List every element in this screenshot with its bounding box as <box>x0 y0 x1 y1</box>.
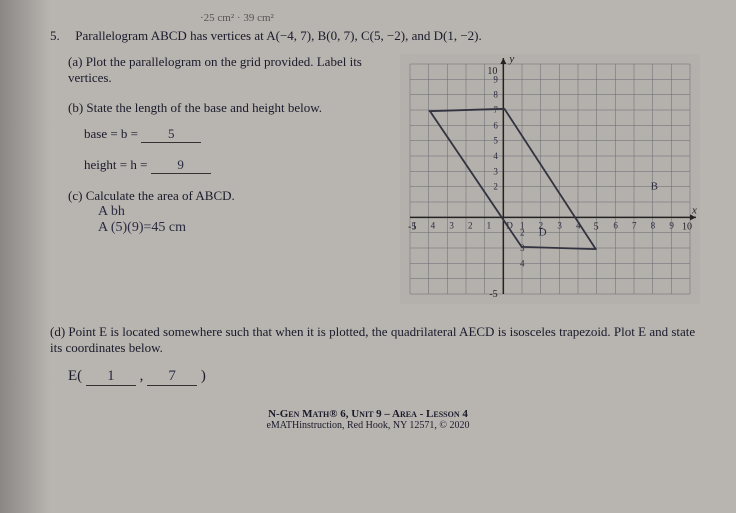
part-a-label: (a) <box>68 54 82 69</box>
svg-text:8: 8 <box>493 90 498 100</box>
svg-text:9: 9 <box>669 220 674 230</box>
faded-prior-text: ·25 cm² · 39 cm² <box>200 12 716 24</box>
coordinate-grid: yx10-5510-5987654321432112346789234DBD <box>400 54 700 304</box>
svg-text:10: 10 <box>682 221 692 232</box>
svg-text:5: 5 <box>493 136 498 146</box>
svg-text:3: 3 <box>493 166 498 176</box>
svg-text:3: 3 <box>449 220 454 230</box>
part-a-text: Plot the parallelogram on the grid provi… <box>68 54 362 85</box>
problem-text-prefix: Parallelogram ABCD has vertices at <box>75 28 266 43</box>
base-label: base = b = <box>84 126 138 141</box>
svg-text:1: 1 <box>487 220 492 230</box>
svg-text:4: 4 <box>493 151 498 161</box>
part-c-work2: A (5)(9)=45 cm <box>98 220 390 236</box>
svg-text:7: 7 <box>632 220 637 230</box>
part-d-label: (d) <box>50 324 65 339</box>
part-c: (c) Calculate the area of ABCD. A bh A (… <box>68 188 390 236</box>
svg-text:4: 4 <box>431 220 436 230</box>
part-b-text: State the length of the base and height … <box>86 100 322 115</box>
e-comma: , <box>140 368 144 384</box>
part-d: (d) Point E is located somewhere such th… <box>50 324 716 356</box>
part-c-label: (c) <box>68 188 82 203</box>
point-e-entry: E( 1 , 7 ) <box>68 368 716 386</box>
svg-text:6: 6 <box>613 220 618 230</box>
part-b: (b) State the length of the base and hei… <box>68 100 390 174</box>
footer-line1: N-Gen Math® 6, Unit 9 – Area - Lesson 4 <box>20 408 716 420</box>
part-a: (a) Plot the parallelogram on the grid p… <box>68 54 390 86</box>
part-c-work1: A bh <box>98 204 390 220</box>
footer-line2: eMATHinstruction, Red Hook, NY 12571, © … <box>20 420 716 431</box>
svg-text:D: D <box>539 227 547 239</box>
svg-text:2: 2 <box>468 220 473 230</box>
problem-statement: 5. Parallelogram ABCD has vertices at A(… <box>50 28 716 44</box>
height-value: 9 <box>151 157 211 174</box>
svg-text:1: 1 <box>412 220 417 230</box>
svg-text:3: 3 <box>557 220 562 230</box>
svg-text:4: 4 <box>520 258 525 268</box>
page-footer: N-Gen Math® 6, Unit 9 – Area - Lesson 4 … <box>20 408 716 431</box>
part-d-text: Point E is located somewhere such that w… <box>50 324 695 355</box>
part-c-text: Calculate the area of ABCD. <box>86 188 235 203</box>
svg-text:-5: -5 <box>489 289 497 300</box>
svg-text:y: y <box>508 54 514 65</box>
svg-text:5: 5 <box>594 221 599 232</box>
problem-number: 5. <box>50 28 72 44</box>
svg-text:8: 8 <box>651 220 656 230</box>
svg-text:x: x <box>691 204 697 216</box>
svg-text:6: 6 <box>493 120 498 130</box>
base-value: 5 <box>141 126 201 143</box>
svg-text:2: 2 <box>520 228 525 238</box>
e-x-value: 1 <box>86 368 136 386</box>
e-y-value: 7 <box>147 368 197 386</box>
e-open: E( <box>68 368 82 384</box>
svg-text:B: B <box>651 181 658 193</box>
problem-vertices: A(−4, 7), B(0, 7), C(5, −2), and D(1, −2… <box>266 28 482 43</box>
part-b-label: (b) <box>68 100 83 115</box>
height-label: height = h = <box>84 157 147 172</box>
e-close: ) <box>201 368 206 384</box>
svg-text:9: 9 <box>493 74 498 84</box>
svg-text:2: 2 <box>493 182 498 192</box>
